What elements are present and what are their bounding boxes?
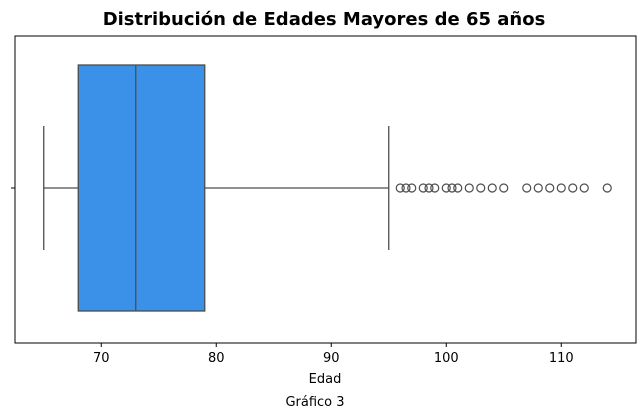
outlier-point bbox=[395, 183, 405, 193]
outlier-point bbox=[568, 183, 578, 193]
outlier-point bbox=[533, 183, 543, 193]
outlier-point bbox=[447, 183, 457, 193]
outlier-point bbox=[407, 183, 417, 193]
outlier-point bbox=[464, 183, 474, 193]
outlier-point bbox=[499, 183, 509, 193]
outlier-point bbox=[602, 183, 612, 193]
x-tick-label: 70 bbox=[93, 351, 110, 366]
outlier-point bbox=[556, 183, 566, 193]
outlier-point bbox=[430, 183, 440, 193]
x-tick-label: 90 bbox=[323, 351, 340, 366]
plot-area-frame bbox=[14, 35, 637, 344]
x-tick-label: 80 bbox=[208, 351, 225, 366]
outlier-point bbox=[545, 183, 555, 193]
x-tick-label: 110 bbox=[549, 351, 574, 366]
box-plot bbox=[43, 64, 390, 312]
x-tick-label: 100 bbox=[434, 351, 459, 366]
outlier-point bbox=[476, 183, 486, 193]
outlier-point bbox=[487, 183, 497, 193]
outlier-point bbox=[453, 183, 463, 193]
outlier-points bbox=[395, 183, 612, 193]
chart-title: Distribución de Edades Mayores de 65 año… bbox=[103, 9, 546, 30]
x-axis-label: Edad bbox=[309, 372, 342, 387]
x-axis-ticks: 70 80 90 100 110 bbox=[93, 343, 574, 366]
outlier-point bbox=[441, 183, 451, 193]
chart-caption: Gráfico 3 bbox=[285, 395, 344, 410]
outlier-point bbox=[522, 183, 532, 193]
outlier-point bbox=[579, 183, 589, 193]
interquartile-box bbox=[77, 64, 206, 312]
outlier-point bbox=[401, 183, 411, 193]
outlier-point bbox=[424, 183, 434, 193]
outlier-point bbox=[418, 183, 428, 193]
